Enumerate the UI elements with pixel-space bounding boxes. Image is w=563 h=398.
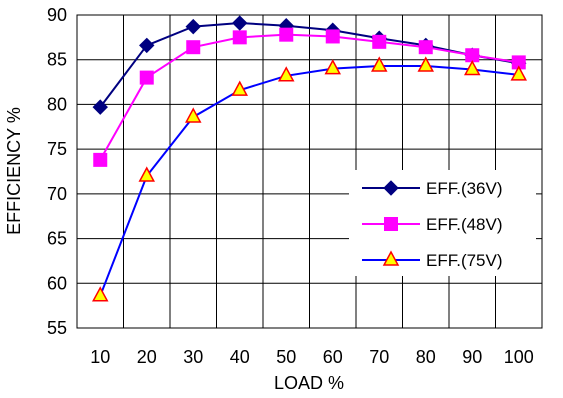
data-point-marker <box>92 99 108 115</box>
x-tick-label: 40 <box>230 347 250 367</box>
y-tick-label: 85 <box>47 50 67 70</box>
legend: EFF.(36V) EFF.(48V) EFF.(75V) <box>349 170 536 276</box>
data-point-marker <box>418 40 433 55</box>
x-axis-title: LOAD % <box>274 373 344 393</box>
data-point-marker <box>465 48 480 63</box>
data-point-marker <box>372 34 387 49</box>
plot-area-frame <box>76 14 543 329</box>
x-tick-label: 60 <box>323 347 343 367</box>
legend-label: EFF.(48V) <box>426 215 503 234</box>
legend-item: EFF.(75V) <box>362 250 503 270</box>
y-tick-label: 80 <box>47 94 67 114</box>
x-tick-label: 50 <box>276 347 296 367</box>
data-point-marker <box>186 40 201 55</box>
x-tick-label: 70 <box>369 347 389 367</box>
legend-label: EFF.(75V) <box>426 251 503 270</box>
data-point-marker <box>370 56 388 72</box>
data-point-marker <box>232 15 248 31</box>
x-tick-label: 100 <box>504 347 534 367</box>
x-tick-label: 90 <box>462 347 482 367</box>
x-tick-label: 30 <box>183 347 203 367</box>
data-point-marker <box>232 30 247 45</box>
data-point-marker <box>279 27 294 42</box>
legend-marker <box>383 180 399 196</box>
data-point-marker <box>463 59 481 76</box>
legend-marker <box>382 250 400 266</box>
data-point-marker <box>185 18 201 35</box>
x-axis-tick-labels: 10 20 30 40 50 60 70 80 90 100 <box>90 347 534 367</box>
data-point-marker <box>139 70 154 85</box>
x-tick-label: 80 <box>416 347 436 367</box>
y-axis-title: EFFICIENCY % <box>4 107 24 235</box>
data-point-marker <box>139 37 155 54</box>
series-line <box>99 33 519 161</box>
legend-item: EFF.(48V) <box>362 215 503 234</box>
data-point-marker <box>91 286 109 302</box>
y-tick-label: 60 <box>47 273 67 293</box>
series-2 <box>93 27 526 167</box>
legend-marker <box>384 217 398 231</box>
data-point-marker <box>231 80 249 96</box>
y-axis-tick-labels: 90 85 80 75 70 65 60 55 <box>47 5 67 338</box>
y-tick-label: 65 <box>47 229 67 249</box>
data-point-marker <box>417 56 435 72</box>
series-3 <box>91 56 528 302</box>
y-tick-label: 90 <box>47 5 67 25</box>
x-tick-label: 20 <box>137 347 157 367</box>
data-point-marker <box>324 59 342 75</box>
data-point-marker <box>325 29 340 44</box>
data-point-marker <box>93 152 108 167</box>
legend-label: EFF.(36V) <box>426 179 503 198</box>
data-point-marker <box>277 66 295 82</box>
series-line <box>99 64 519 297</box>
data-point-marker <box>138 166 156 182</box>
x-tick-label: 10 <box>90 347 110 367</box>
y-tick-label: 75 <box>47 139 67 159</box>
data-point-marker <box>184 107 202 123</box>
y-tick-label: 55 <box>47 318 67 338</box>
y-tick-label: 70 <box>47 184 67 204</box>
data-point-marker <box>510 65 528 81</box>
legend-item: EFF.(36V) <box>362 179 503 198</box>
data-series <box>91 15 528 302</box>
